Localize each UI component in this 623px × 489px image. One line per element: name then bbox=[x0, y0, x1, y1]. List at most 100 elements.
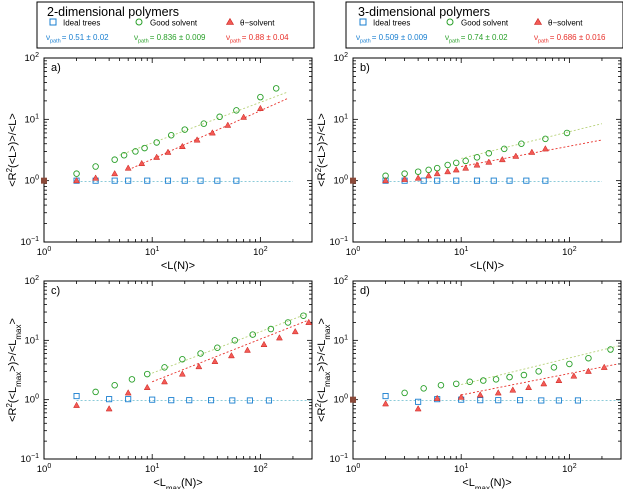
fit-line bbox=[461, 363, 618, 396]
data-point-theta bbox=[414, 174, 422, 181]
panel-label: c) bbox=[51, 285, 60, 297]
data-point-good bbox=[452, 380, 460, 388]
data-point-theta bbox=[425, 172, 433, 179]
legend-title-3d: 3-dimensional polymers bbox=[358, 5, 490, 19]
data-point-theta bbox=[540, 380, 548, 387]
data-point-good bbox=[506, 373, 513, 381]
data-point-theta bbox=[452, 166, 460, 173]
data-point-good bbox=[257, 93, 264, 101]
data-point-theta bbox=[382, 400, 389, 407]
data-point-theta bbox=[193, 136, 201, 143]
legend-label: θ−solvent bbox=[548, 19, 583, 28]
x-axis-label: <L(N)> bbox=[470, 260, 504, 272]
data-point-good bbox=[550, 364, 558, 371]
data-point-ideal bbox=[233, 177, 240, 184]
data-point-good bbox=[425, 166, 432, 174]
data-point-ideal bbox=[265, 397, 272, 404]
data-point-good bbox=[111, 381, 118, 389]
data-point-good bbox=[267, 325, 275, 333]
data-point-good bbox=[473, 154, 481, 161]
tick-label: 102 bbox=[25, 52, 40, 64]
tick-label: 102 bbox=[562, 463, 577, 475]
plot-frame bbox=[43, 280, 313, 460]
legend-box-2d: 2-dimensional polymers Ideal trees νpath… bbox=[36, 1, 315, 49]
data-point-theta bbox=[138, 159, 146, 167]
nu-value: νpath= 0.51 ± 0.02 bbox=[46, 33, 109, 45]
data-point-good bbox=[535, 368, 542, 375]
plot-frame bbox=[352, 280, 622, 460]
data-point-good bbox=[500, 145, 508, 153]
data-point-ideal bbox=[186, 397, 193, 404]
legend-box-3d: 3-dimensional polymers Ideal trees νpath… bbox=[345, 1, 623, 49]
data-point-theta bbox=[143, 383, 151, 391]
data-point-good bbox=[128, 376, 136, 383]
data-point-theta bbox=[457, 393, 465, 400]
data-point-good bbox=[143, 370, 151, 378]
data-point-good bbox=[92, 163, 99, 170]
legend-label: θ−solvent bbox=[240, 19, 275, 28]
data-point-theta bbox=[444, 167, 452, 175]
data-point-theta bbox=[528, 148, 536, 155]
data-point-good bbox=[216, 113, 223, 121]
data-point-theta bbox=[161, 378, 168, 385]
data-point-ideal bbox=[538, 397, 545, 404]
data-point-good bbox=[542, 135, 549, 143]
panel-label: a) bbox=[51, 62, 61, 74]
data-point-theta bbox=[240, 113, 248, 120]
data-point-ideal bbox=[246, 397, 253, 404]
tick-label: 100 bbox=[346, 246, 361, 258]
data-point-good bbox=[73, 170, 80, 177]
data-point-good bbox=[179, 355, 186, 363]
nu-value: νpath= 0.88 ± 0.04 bbox=[226, 33, 289, 45]
tick-label: 10−1 bbox=[20, 453, 39, 465]
panel-b: 100 101 10210−1100101102b)<L(N)><R2(<L>)>/… bbox=[314, 52, 622, 272]
legend-entry-theta-2d: θ−solvent νpath= 0.88 ± 0.04 bbox=[225, 17, 289, 45]
data-point-theta bbox=[485, 158, 493, 165]
data-point-theta bbox=[473, 161, 481, 168]
tick-label: 101 bbox=[454, 246, 469, 258]
plot-frame bbox=[352, 57, 622, 243]
data-point-good bbox=[466, 378, 474, 386]
data-point-ideal bbox=[574, 397, 581, 404]
fit-line bbox=[461, 123, 603, 159]
tick-label: 102 bbox=[334, 52, 349, 64]
data-point-ideal bbox=[542, 177, 549, 184]
triangle-marker-icon bbox=[533, 17, 543, 25]
data-point-ideal bbox=[214, 177, 221, 184]
data-point-theta bbox=[153, 153, 161, 160]
y-axis-label: <R2(<L>)>/<L> bbox=[314, 113, 329, 187]
x-axis-label: <Lmax(N)> bbox=[462, 477, 511, 489]
panel-label: b) bbox=[360, 62, 370, 74]
data-point-good bbox=[401, 170, 408, 177]
data-point-good bbox=[401, 389, 408, 397]
legend-entry-good-3d: Good solvent νpath= 0.74 ± 0.02 bbox=[445, 18, 509, 45]
data-point-good bbox=[141, 144, 148, 152]
data-point-ideal bbox=[490, 177, 497, 184]
data-point-ideal bbox=[517, 397, 524, 404]
tick-label: 10−1 bbox=[329, 453, 348, 465]
data-point-ideal bbox=[506, 177, 513, 184]
y-axis-label: <R2(<Lmax>)>/<Lmax> bbox=[5, 318, 23, 422]
legend-entry-good-2d: Good solvent νpath= 0.836 ± 0.009 bbox=[134, 18, 206, 45]
data-point-ideal bbox=[208, 397, 215, 404]
data-point-good bbox=[420, 385, 427, 392]
fit-line bbox=[461, 345, 618, 385]
tick-label: 101 bbox=[334, 113, 349, 125]
data-point-ideal bbox=[125, 396, 132, 403]
data-point-good bbox=[153, 139, 160, 146]
data-point-ideal bbox=[382, 393, 389, 400]
data-point-ideal bbox=[168, 397, 175, 404]
data-point-good bbox=[249, 331, 256, 338]
data-point-theta bbox=[401, 175, 409, 182]
tick-label: 101 bbox=[25, 334, 40, 346]
panel-a: 100 101 10210−1100101102a)<L(N)><R2(<L>)>/… bbox=[5, 52, 313, 272]
data-point-theta bbox=[525, 383, 533, 391]
panel-c: 100 101 10210−1100101102c)<Lmax(N)><R2(<Lm… bbox=[5, 275, 313, 489]
fit-line bbox=[152, 319, 309, 383]
tick-label: 101 bbox=[145, 246, 160, 258]
data-point-ideal bbox=[106, 396, 113, 403]
tick-label: 100 bbox=[25, 175, 40, 187]
data-point-theta bbox=[124, 164, 132, 171]
tick-label: 102 bbox=[253, 463, 268, 475]
y-axis-label: <R2(<L>)>/<L> bbox=[5, 113, 20, 187]
